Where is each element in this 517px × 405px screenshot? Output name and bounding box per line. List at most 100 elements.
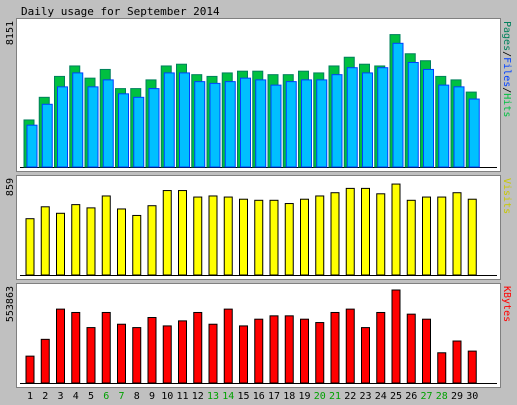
legend: Visits <box>501 178 512 214</box>
bar-visits-day-30 <box>467 198 477 276</box>
bar-kbytes-day-11 <box>178 320 187 384</box>
legend: Pages/Files/Hits <box>501 21 512 117</box>
bar-files-day-11 <box>179 72 190 168</box>
bar-kbytes-day-25 <box>391 289 401 384</box>
bar-files-day-7 <box>118 93 129 168</box>
x-tick-label-25: 25 <box>390 391 402 402</box>
panel-pages-files-hits: 8151 Pages/Files/Hits <box>5 18 512 172</box>
bar-kbytes-day-12 <box>193 311 203 384</box>
bar-files-day-16 <box>255 79 267 168</box>
bar-kbytes-day-20 <box>315 322 325 384</box>
bar-visits-day-10 <box>162 190 172 276</box>
legend-entry-2: Files <box>501 57 512 87</box>
bar-files-day-4 <box>72 72 84 168</box>
bar-kbytes-day-22 <box>345 308 355 384</box>
bar-files-day-25 <box>392 42 404 168</box>
bar-visits-day-27 <box>422 196 431 276</box>
x-tick-label-11: 11 <box>176 391 188 402</box>
bar-kbytes-day-9 <box>147 317 157 384</box>
bar-files-day-21 <box>331 74 343 168</box>
x-tick-label-5: 5 <box>88 391 94 402</box>
bar-visits-day-28 <box>437 196 447 276</box>
x-tick-label-24: 24 <box>375 391 387 402</box>
bar-files-day-30 <box>468 98 480 168</box>
x-tick-label-13: 13 <box>207 391 219 402</box>
bar-visits-day-3 <box>56 212 65 276</box>
x-tick-label-19: 19 <box>298 391 310 402</box>
bar-visits-day-20 <box>315 195 325 276</box>
bar-files-day-12 <box>194 81 206 168</box>
bar-files-day-8 <box>133 96 145 168</box>
bar-visits-day-18 <box>284 203 294 276</box>
bar-kbytes-day-2 <box>40 338 50 384</box>
x-tick-label-20: 20 <box>314 391 326 402</box>
bar-files-day-17 <box>270 84 282 168</box>
x-tick-label-12: 12 <box>192 391 204 402</box>
x-tick-label-3: 3 <box>57 391 63 402</box>
bar-files-day-23 <box>362 72 373 168</box>
x-tick-label-14: 14 <box>222 391 234 402</box>
x-tick-label-27: 27 <box>420 391 432 402</box>
bar-kbytes-day-19 <box>300 318 309 384</box>
legend-entry-0: Visits <box>501 178 512 214</box>
y-max-label: 553863 <box>5 286 16 322</box>
x-tick-label-21: 21 <box>329 391 341 402</box>
bar-files-day-5 <box>87 86 99 168</box>
bar-kbytes-day-3 <box>56 308 65 384</box>
bar-files-day-9 <box>148 88 160 168</box>
bar-kbytes-day-5 <box>86 327 96 384</box>
bar-visits-day-23 <box>361 187 370 276</box>
x-tick-label-17: 17 <box>268 391 280 402</box>
bar-files-day-1 <box>26 124 38 168</box>
bar-files-day-22 <box>346 67 358 168</box>
bar-kbytes-day-23 <box>361 327 370 384</box>
bar-visits-day-2 <box>40 206 50 276</box>
bar-files-day-3 <box>57 86 68 168</box>
x-tick-label-7: 7 <box>118 391 124 402</box>
bar-kbytes-day-26 <box>406 313 416 384</box>
legend-entry-4: Hits <box>501 93 512 117</box>
legend: KBytes <box>501 286 512 322</box>
x-axis-labels: 1 2 3 4 5 6 7 8 9 10 11 12 13 14 15 16 17 18 19 20 21 22 23 24 2… <box>27 391 478 402</box>
bar-visits-day-21 <box>330 192 340 276</box>
x-tick-label-18: 18 <box>283 391 295 402</box>
bar-kbytes-day-24 <box>376 311 386 384</box>
x-tick-label-28: 28 <box>436 391 448 402</box>
x-tick-label-23: 23 <box>359 391 371 402</box>
bar-kbytes-day-29 <box>452 340 462 384</box>
bar-visits-day-29 <box>452 192 462 276</box>
bar-kbytes-day-13 <box>208 323 218 384</box>
bar-visits-day-11 <box>178 190 187 276</box>
bar-kbytes-day-1 <box>25 355 35 384</box>
chart-panels: 8151 Pages/Files/Hits 859 Visits 553863 KByte… <box>5 18 512 388</box>
bar-visits-day-12 <box>193 196 203 276</box>
bar-files-day-18 <box>285 81 297 168</box>
bar-files-day-26 <box>407 61 419 168</box>
bar-kbytes-day-15 <box>239 325 248 384</box>
bar-kbytes-day-4 <box>71 311 81 384</box>
bar-visits-day-22 <box>345 187 355 276</box>
bar-files-day-13 <box>209 82 221 168</box>
bar-kbytes-day-27 <box>422 318 431 384</box>
bar-kbytes-day-18 <box>284 315 294 384</box>
x-tick-label-8: 8 <box>134 391 140 402</box>
bar-kbytes-day-17 <box>269 315 279 384</box>
bar-kbytes-day-30 <box>467 350 477 384</box>
x-tick-label-29: 29 <box>451 391 463 402</box>
bar-kbytes-day-8 <box>132 327 142 384</box>
x-tick-label-2: 2 <box>42 391 48 402</box>
bar-visits-day-25 <box>391 183 401 276</box>
legend-entry-0: KBytes <box>501 286 512 322</box>
bar-visits-day-26 <box>406 199 416 276</box>
bar-kbytes-day-14 <box>223 308 233 384</box>
y-max-label: 859 <box>5 178 16 196</box>
bar-visits-day-17 <box>269 199 279 276</box>
bar-visits-day-5 <box>86 207 96 276</box>
bar-files-day-27 <box>423 68 434 168</box>
legend-entry-0: Pages <box>501 21 512 51</box>
bar-visits-day-9 <box>147 205 157 276</box>
bar-visits-day-13 <box>208 195 218 276</box>
bar-files-day-28 <box>438 84 450 168</box>
bar-visits-day-14 <box>223 196 233 276</box>
bar-kbytes-day-28 <box>437 352 447 384</box>
